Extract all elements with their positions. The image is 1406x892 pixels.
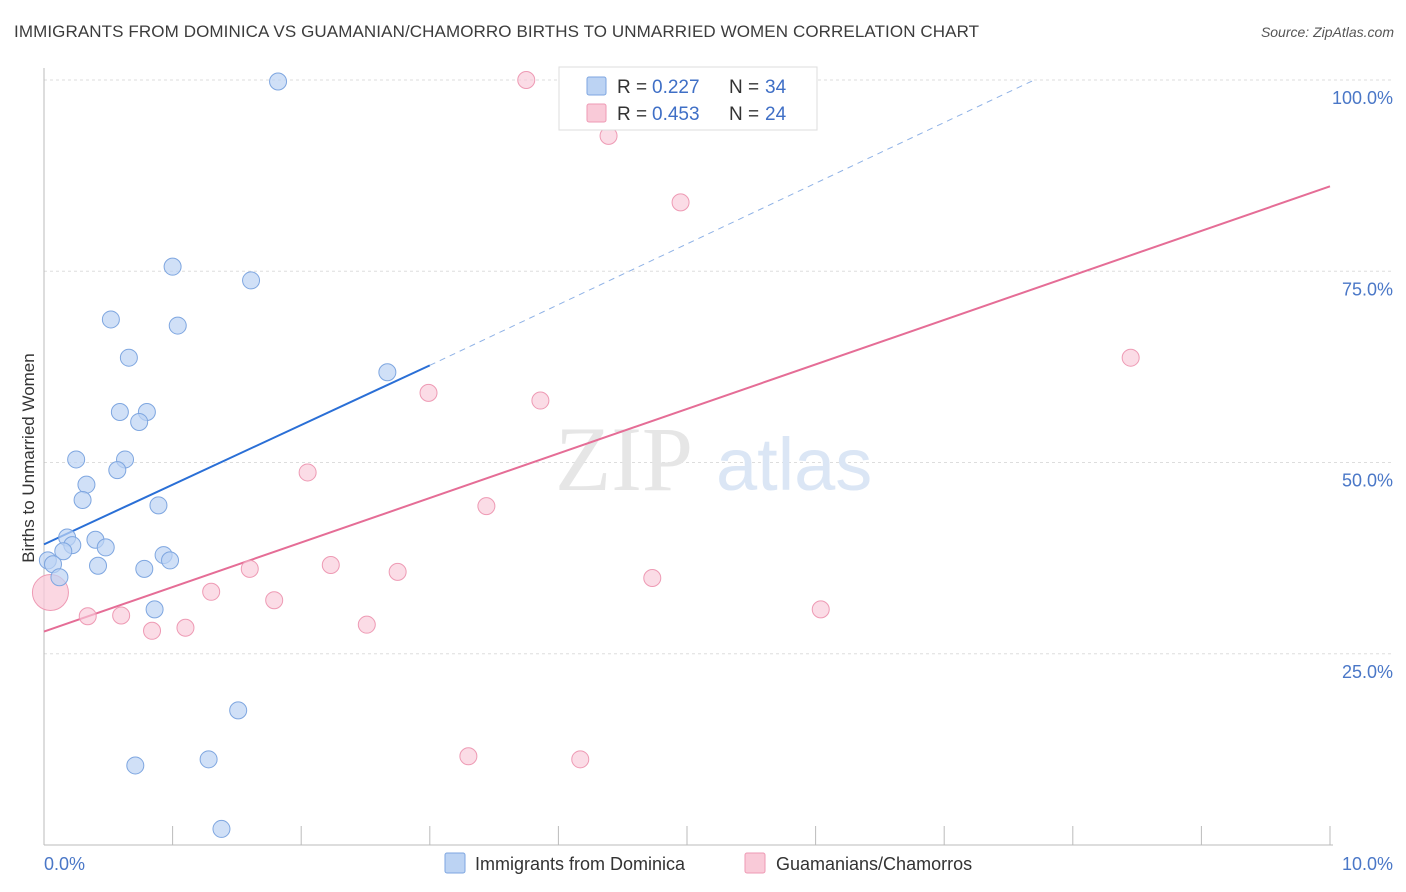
- point-dominica: [89, 556, 108, 575]
- point-guamanian: [571, 750, 590, 769]
- x-tick-label-min: 0.0%: [44, 854, 85, 874]
- legend-n-label-1: N =: [729, 77, 759, 98]
- point-guamanian: [459, 747, 478, 766]
- legend-r-label-2: R =: [617, 104, 647, 125]
- point-dominica: [126, 756, 145, 775]
- bottom-legend-label-guamanian: Guamanians/Chamorros: [776, 854, 972, 874]
- legend-swatch-pink: [586, 103, 607, 123]
- y-tick-label-50: 50.0%: [1342, 471, 1393, 491]
- trend-line-guamanian: [43, 185, 1331, 633]
- point-guamanian: [202, 582, 221, 601]
- legend-swatch-blue: [586, 76, 607, 96]
- watermark-atlas: atlas: [716, 423, 872, 506]
- y-tick-label-25: 25.0%: [1342, 662, 1393, 682]
- point-guamanian: [811, 600, 830, 619]
- point-dominica: [54, 542, 73, 561]
- point-dominica: [242, 271, 261, 290]
- point-dominica: [269, 72, 288, 91]
- point-dominica: [96, 538, 115, 557]
- point-dominica: [73, 490, 92, 509]
- axes: [43, 68, 1333, 846]
- point-guamanian: [265, 591, 284, 610]
- point-guamanian: [1121, 348, 1140, 367]
- legend-n-label-2: N =: [729, 104, 759, 125]
- point-guamanian: [321, 556, 340, 575]
- y-tick-label-100: 100.0%: [1332, 88, 1393, 108]
- point-dominica: [378, 363, 397, 382]
- legend-r-value-2: 0.453: [652, 104, 700, 125]
- legend-n-value-2: 24: [765, 104, 787, 125]
- point-guamanian: [419, 383, 438, 402]
- data-points: [31, 71, 1140, 838]
- point-dominica: [145, 600, 164, 619]
- point-guamanian: [112, 606, 131, 625]
- point-guamanian: [643, 569, 662, 588]
- legend-r-value-1: 0.227: [652, 77, 700, 98]
- trend-lines: [43, 79, 1331, 633]
- point-dominica: [149, 496, 168, 515]
- point-guamanian: [531, 391, 550, 410]
- point-guamanian: [671, 193, 690, 212]
- point-guamanian: [357, 615, 376, 634]
- legend-n-value-1: 34: [765, 77, 787, 98]
- point-dominica: [67, 450, 86, 469]
- point-dominica: [135, 559, 154, 578]
- point-guamanian: [143, 621, 162, 640]
- legend: R = 0.227 N = 34 R = 0.453 N = 24: [558, 66, 818, 131]
- chart-title: IMMIGRANTS FROM DOMINICA VS GUAMANIAN/CH…: [14, 22, 980, 41]
- y-axis-title: Births to Unmarried Women: [19, 353, 38, 562]
- bottom-legend-swatch-pink: [744, 852, 766, 874]
- point-dominica: [110, 403, 129, 422]
- point-dominica: [163, 257, 182, 276]
- source-label: Source: ZipAtlas.com: [1260, 24, 1394, 40]
- x-tick-label-max: 10.0%: [1342, 854, 1393, 874]
- point-guamanian: [78, 607, 97, 626]
- point-dominica: [229, 701, 248, 720]
- point-dominica: [161, 551, 180, 570]
- bottom-legend-label-dominica: Immigrants from Dominica: [475, 854, 686, 874]
- point-guamanian: [298, 463, 317, 482]
- point-guamanian: [388, 562, 407, 581]
- watermark-zip: ZIP: [555, 408, 693, 510]
- y-tick-label-75: 75.0%: [1342, 279, 1393, 299]
- y-tick-labels: 25.0% 50.0% 75.0% 100.0%: [1332, 88, 1393, 682]
- point-dominica: [108, 461, 127, 480]
- point-guamanian: [176, 618, 195, 637]
- point-dominica: [199, 750, 218, 769]
- point-dominica: [50, 568, 69, 587]
- point-dominica: [101, 310, 120, 329]
- point-dominica: [212, 819, 231, 838]
- point-dominica: [130, 412, 149, 431]
- trend-line-dominica: [43, 364, 431, 546]
- legend-r-label-1: R =: [617, 77, 647, 98]
- point-guamanian: [477, 497, 496, 516]
- gridlines: [44, 79, 1393, 655]
- point-dominica: [119, 348, 138, 367]
- point-guamanian: [240, 559, 259, 578]
- point-guamanian: [517, 71, 536, 89]
- bottom-legend: Immigrants from Dominica Guamanians/Cham…: [444, 852, 972, 874]
- trend-line-dominica-extension: [429, 79, 1035, 366]
- point-dominica: [168, 316, 187, 335]
- bottom-legend-swatch-blue: [444, 852, 466, 874]
- point-dominica: [77, 475, 96, 494]
